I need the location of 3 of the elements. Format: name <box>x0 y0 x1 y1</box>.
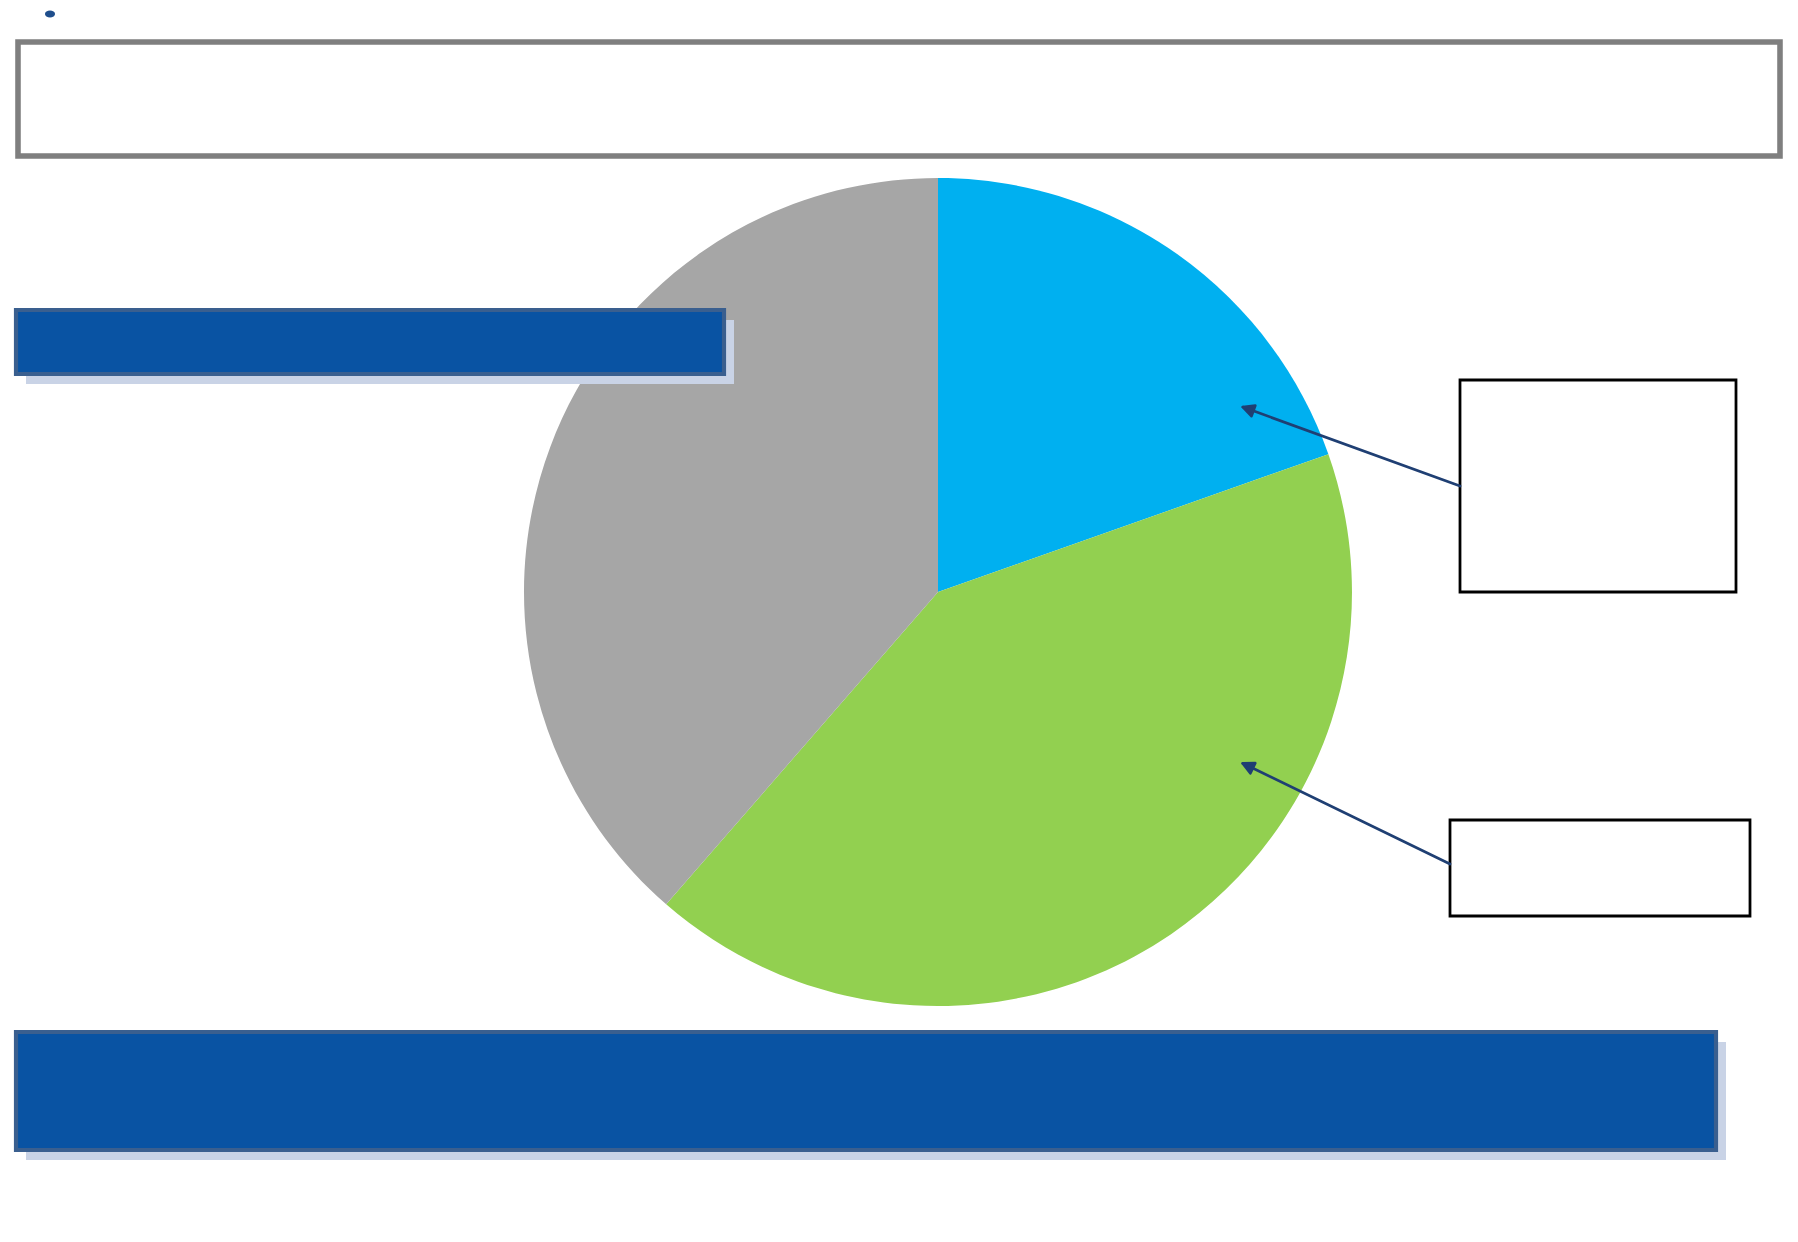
pie-slice <box>524 178 938 905</box>
pie-slice <box>666 454 1352 1006</box>
pie-slice <box>938 178 1329 592</box>
